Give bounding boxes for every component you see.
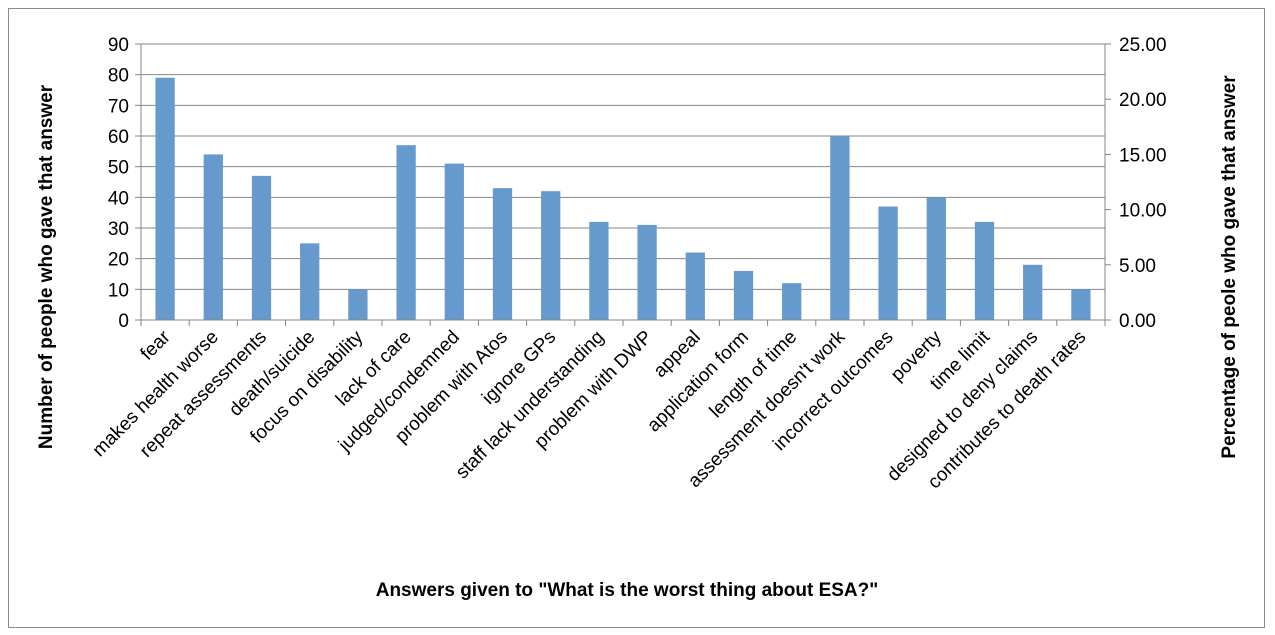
category-label: fear bbox=[137, 326, 175, 364]
bar bbox=[878, 206, 898, 320]
y2-axis-title: Percentage of peole who gave that answer bbox=[1219, 75, 1240, 459]
bar bbox=[541, 191, 561, 320]
bar bbox=[155, 77, 175, 320]
y-tick-label: 90 bbox=[108, 35, 129, 56]
bar bbox=[733, 270, 754, 320]
bar bbox=[974, 221, 995, 320]
y-axis-title: Number of people who gave that answer bbox=[36, 84, 57, 449]
y-tick-label: 40 bbox=[108, 188, 129, 209]
bar bbox=[637, 224, 657, 320]
bar bbox=[782, 283, 802, 320]
y2-tick-label: 25.00 bbox=[1119, 35, 1167, 56]
y-tick-label: 30 bbox=[108, 219, 129, 240]
bar bbox=[685, 252, 705, 320]
y2-tick-label: 0.00 bbox=[1119, 311, 1156, 332]
left-axis-ticks: 0 10 20 30 40 50 60 70 80 90 bbox=[108, 35, 129, 332]
bar-chart: 0 10 20 30 40 50 60 70 80 90 0.00 5.00 10.00 15.00 20… bbox=[36, 35, 1240, 601]
bar bbox=[1071, 289, 1091, 320]
bar bbox=[926, 197, 946, 320]
y2-tick-label: 20.00 bbox=[1119, 90, 1167, 111]
right-axis-ticks: 0.00 5.00 10.00 15.00 20.00 25.00 bbox=[1119, 35, 1167, 332]
bar bbox=[203, 154, 223, 320]
y-tick-label: 60 bbox=[108, 127, 129, 148]
y2-tick-label: 5.00 bbox=[1119, 256, 1156, 277]
bar bbox=[830, 136, 850, 320]
bar bbox=[251, 175, 272, 320]
bar bbox=[589, 221, 609, 320]
y2-tick-label: 15.00 bbox=[1119, 145, 1167, 166]
bar bbox=[444, 163, 464, 320]
y-tick-label: 50 bbox=[108, 158, 129, 179]
y-tick-label: 70 bbox=[108, 96, 129, 117]
y-tick-label: 0 bbox=[118, 311, 129, 332]
y2-tick-label: 10.00 bbox=[1119, 201, 1167, 222]
x-axis-title: Answers given to "What is the worst thin… bbox=[376, 580, 879, 601]
grid-lines bbox=[141, 43, 1105, 321]
bar bbox=[348, 289, 368, 320]
y-tick-label: 80 bbox=[108, 66, 129, 87]
bars bbox=[155, 77, 1091, 320]
axes bbox=[135, 43, 1111, 326]
y-tick-label: 20 bbox=[108, 250, 129, 271]
bar bbox=[1023, 264, 1043, 320]
y-tick-label: 10 bbox=[108, 280, 129, 301]
bar bbox=[300, 243, 320, 320]
chart-frame: 0 10 20 30 40 50 60 70 80 90 0.00 5.00 10.00 15.00 20… bbox=[8, 8, 1265, 628]
bar bbox=[396, 145, 416, 320]
bar bbox=[492, 188, 513, 320]
